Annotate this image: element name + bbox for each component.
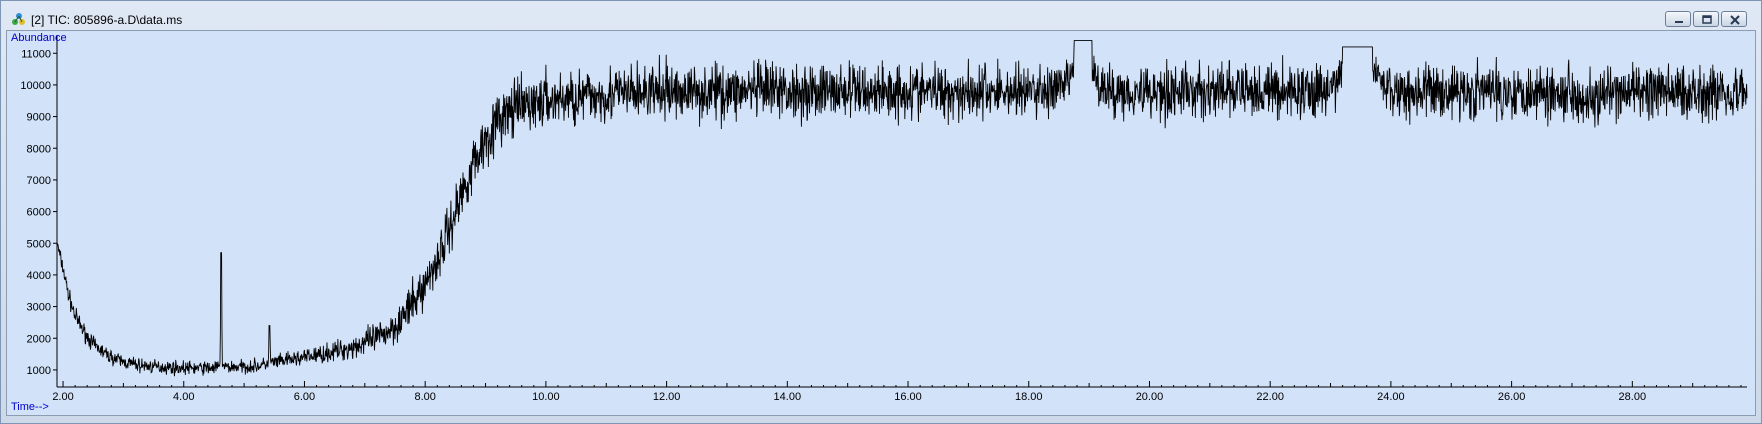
x-tick-label: 6.00 <box>294 391 315 403</box>
x-tick-label: 26.00 <box>1498 391 1526 403</box>
x-tick-label: 22.00 <box>1256 391 1284 403</box>
y-tick-label: 7000 <box>27 175 51 187</box>
x-tick-label: 4.00 <box>173 391 194 403</box>
x-tick-label: 14.00 <box>774 391 802 403</box>
x-tick-label: 8.00 <box>414 391 435 403</box>
y-tick-label: 1000 <box>27 365 51 377</box>
title-bar[interactable]: [2] TIC: 805896-a.D\data.ms <box>1 1 1761 29</box>
x-axis-label: Time--> <box>11 401 49 413</box>
x-tick-label: 24.00 <box>1377 391 1405 403</box>
plot-area[interactable]: 1000 2000 3000 4000 5000 6000 7000 8000 9000 1000… <box>6 30 1756 416</box>
y-tick-label: 4000 <box>27 270 51 282</box>
restore-icon <box>1702 15 1712 24</box>
x-tick-label: 28.00 <box>1619 391 1647 403</box>
x-tick-label: 10.00 <box>532 391 560 403</box>
x-tick-label: 20.00 <box>1136 391 1164 403</box>
y-axis-label: Abundance <box>11 32 67 44</box>
y-axis: 1000 2000 3000 4000 5000 6000 7000 8000 9000 1000… <box>20 35 58 387</box>
y-tick-label: 9000 <box>27 112 51 124</box>
tic-trace <box>56 40 1748 377</box>
y-tick-label: 6000 <box>27 207 51 219</box>
minimize-button[interactable] <box>1665 11 1691 27</box>
restore-button[interactable] <box>1693 11 1719 27</box>
tic-chart[interactable]: 1000 2000 3000 4000 5000 6000 7000 8000 9000 1000… <box>7 31 1755 415</box>
y-tick-label: 3000 <box>27 302 51 314</box>
app-molecule-icon <box>11 12 27 26</box>
y-tick-label: 5000 <box>27 238 51 250</box>
y-tick-label: 2000 <box>27 333 51 345</box>
x-tick-label: 12.00 <box>653 391 681 403</box>
y-tick-label: 8000 <box>27 143 51 155</box>
close-icon <box>1730 15 1740 25</box>
x-tick-label: 2.00 <box>52 391 73 403</box>
y-tick-label: 11000 <box>21 48 51 60</box>
window-title: [2] TIC: 805896-a.D\data.ms <box>31 13 183 27</box>
y-tick-label: 10000 <box>20 80 51 92</box>
x-tick-label: 18.00 <box>1015 391 1043 403</box>
x-axis: 2.00 4.00 6.00 8.00 10.00 12.00 14.00 16.00 18.0… <box>52 381 1747 403</box>
close-button[interactable] <box>1721 11 1747 27</box>
minimize-icon <box>1675 21 1683 23</box>
x-tick-label: 16.00 <box>894 391 922 403</box>
